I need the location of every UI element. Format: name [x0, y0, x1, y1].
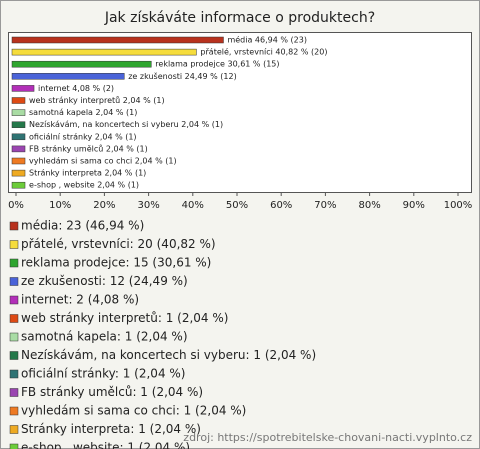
bar — [11, 169, 26, 177]
legend-swatch — [9, 221, 19, 231]
bar — [11, 109, 26, 116]
legend-label: vyhledám si sama co chci: 1 (2,04 %) — [21, 404, 246, 418]
x-tick-label: 100% — [444, 200, 473, 211]
x-tick-label: 20% — [93, 200, 115, 211]
bar — [11, 121, 26, 128]
legend-swatch — [9, 314, 19, 323]
legend-label: internet: 2 (4,08 %) — [21, 293, 139, 307]
x-tick-label: 40% — [182, 200, 204, 211]
bar — [11, 157, 26, 165]
bar-label: oficiální stránky 2,04 % (1) — [29, 132, 137, 141]
bar — [11, 73, 125, 80]
legend-label: přátelé, vrstevníci: 20 (40,82 %) — [21, 237, 216, 251]
legend-label: web stránky interpretů: 1 (2,04 %) — [21, 311, 228, 325]
bar-label: média 46,94 % (23) — [227, 35, 306, 45]
plot-area — [8, 32, 472, 193]
bar — [11, 85, 35, 92]
bar-label: vyhledám si sama co chci 2,04 % (1) — [29, 157, 177, 166]
legend-label: FB stránky umělců: 1 (2,04 %) — [21, 385, 203, 399]
legend-label: ze zkušenosti: 12 (24,49 %) — [21, 274, 188, 288]
legend-swatch — [9, 295, 19, 305]
x-tick-label: 70% — [314, 200, 336, 211]
bar — [11, 48, 197, 56]
legend-swatch — [9, 388, 19, 397]
bar-label: samotná kapela 2,04 % (1) — [29, 108, 137, 117]
x-tick-label: 50% — [226, 200, 248, 211]
legend-swatch — [9, 425, 19, 434]
bar — [11, 133, 26, 141]
x-tick-label: 90% — [403, 200, 425, 211]
bar — [11, 97, 26, 104]
legend-swatch — [9, 351, 19, 360]
bar-label: reklama prodejce 30,61 % (15) — [155, 60, 279, 69]
bar-label: internet 4,08 % (2) — [38, 84, 114, 93]
x-tick-label: 60% — [270, 200, 292, 211]
legend-swatch — [9, 258, 19, 268]
legend-swatch — [9, 443, 19, 449]
bar-label: FB stránky umělců 2,04 % (1) — [29, 143, 148, 153]
bar-label: Nezískávám, na koncertech si vyberu 2,04… — [29, 120, 223, 129]
bar — [11, 181, 26, 189]
x-tick-label: 10% — [49, 200, 71, 211]
bar — [11, 36, 224, 44]
legend-swatch — [9, 406, 19, 416]
x-tick-label: 30% — [137, 200, 159, 211]
x-tick-label: 0% — [8, 200, 24, 211]
legend-label: Nezískávám, na koncertech si vyberu: 1 (… — [21, 348, 316, 362]
legend-label: oficiální stránky: 1 (2,04 %) — [21, 367, 185, 381]
legend-label: reklama prodejce: 15 (30,61 %) — [21, 256, 211, 270]
bar-label: e-shop , website 2,04 % (1) — [29, 181, 139, 190]
bar — [11, 60, 152, 68]
legend-label: média: 23 (46,94 %) — [21, 219, 144, 233]
x-tick-label: 80% — [358, 200, 380, 211]
chart-title: Jak získáváte informace o produktech? — [104, 10, 375, 26]
bar-label: Stránky interpreta 2,04 % (1) — [29, 169, 146, 178]
legend-swatch — [9, 240, 19, 249]
bar-label: ze zkušenosti 24,49 % (12) — [128, 71, 236, 81]
source: zdroj: https://spotrebitelske-chovani-na… — [183, 431, 472, 444]
bar — [11, 145, 26, 153]
bar-label: přátelé, vrstevníci 40,82 % (20) — [200, 47, 327, 57]
legend-swatch — [9, 369, 19, 379]
legend-label: samotná kapela: 1 (2,04 %) — [21, 330, 188, 344]
legend-swatch — [9, 277, 19, 286]
legend-label: e-shop , website: 1 (2,04 %) — [21, 441, 190, 449]
legend-swatch — [9, 332, 19, 342]
legend-label: Stránky interpreta: 1 (2,04 %) — [21, 422, 201, 436]
bar-label: web stránky interpretů 2,04 % (1) — [29, 95, 165, 105]
